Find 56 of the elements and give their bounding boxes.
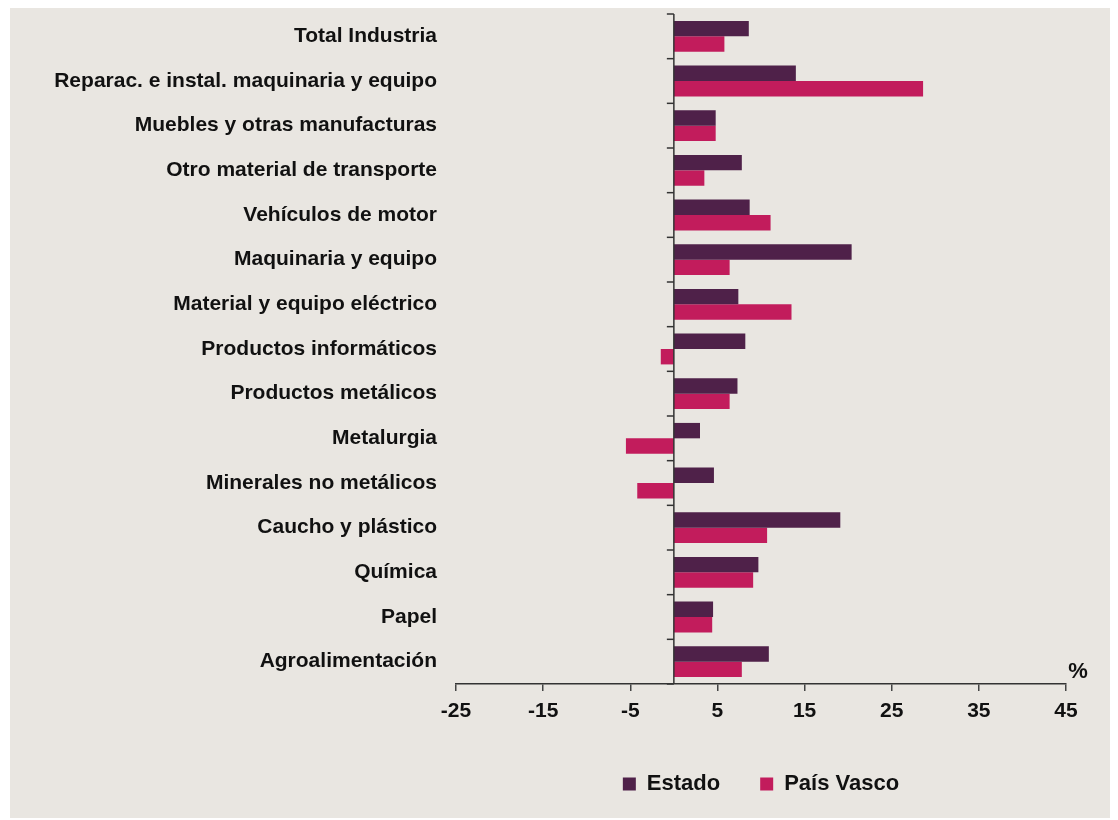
bar: [673, 244, 852, 260]
bar: [673, 110, 716, 126]
bar: [673, 646, 769, 662]
bar: [673, 65, 796, 81]
x-tick-label: 15: [792, 698, 817, 722]
y-tick-label: Reparac. e instal. maquinaria y equipo: [54, 67, 437, 91]
y-tick-label: Muebles y otras manufacturas: [134, 112, 437, 136]
x-tick-label: 25: [880, 698, 904, 722]
y-tick-label: Papel: [380, 603, 437, 627]
y-tick-label: Productos metálicos: [230, 380, 437, 404]
bar: [673, 199, 750, 215]
y-tick-label: Total Industria: [293, 23, 438, 47]
bar: [660, 349, 674, 365]
bar: [673, 125, 716, 142]
bar: [637, 483, 674, 499]
bar: [673, 393, 730, 410]
legend-label: Estado: [646, 770, 721, 796]
y-tick-label: Productos informáticos: [201, 335, 437, 359]
bar: [673, 661, 742, 678]
y-tick-label: Otro material de transporte: [166, 157, 437, 181]
bar: [673, 556, 759, 573]
bar: [673, 467, 714, 483]
bar: [673, 512, 841, 528]
bar: [673, 378, 738, 394]
bar: [673, 527, 768, 544]
bar: [673, 333, 746, 349]
y-tick-label: Maquinaria y equipo: [233, 246, 437, 270]
y-tick-label: Vehículos de motor: [243, 201, 437, 225]
x-tick-label: -25: [440, 698, 472, 722]
bar: [673, 304, 792, 320]
bar: [673, 215, 771, 231]
bar: [673, 617, 713, 633]
bar: [673, 170, 705, 186]
bar: [673, 154, 742, 171]
bar: [673, 601, 714, 617]
x-tick-label: 5: [711, 698, 724, 722]
y-tick-label: Metalurgia: [331, 425, 438, 449]
y-tick-label: Caucho y plástico: [257, 514, 437, 538]
x-tick-label: 35: [967, 698, 991, 722]
bar: [673, 422, 700, 439]
x-axis-title: %: [1068, 658, 1088, 684]
y-tick-label: Minerales no metálicos: [205, 469, 437, 493]
y-tick-label: Material y equipo eléctrico: [173, 291, 437, 315]
bar: [673, 259, 730, 276]
legend-label: País Vasco: [784, 770, 900, 796]
bar: [673, 81, 924, 97]
bar: [673, 288, 739, 305]
x-tick-label: -15: [527, 698, 559, 722]
bar: [673, 572, 754, 588]
bar: [673, 36, 725, 52]
bar: [673, 20, 749, 37]
y-tick-label: Agroalimentación: [259, 648, 437, 672]
bar: [625, 438, 674, 454]
x-tick-label: 45: [1054, 698, 1078, 722]
x-tick-label: -5: [620, 698, 640, 722]
y-tick-label: Química: [354, 559, 438, 583]
